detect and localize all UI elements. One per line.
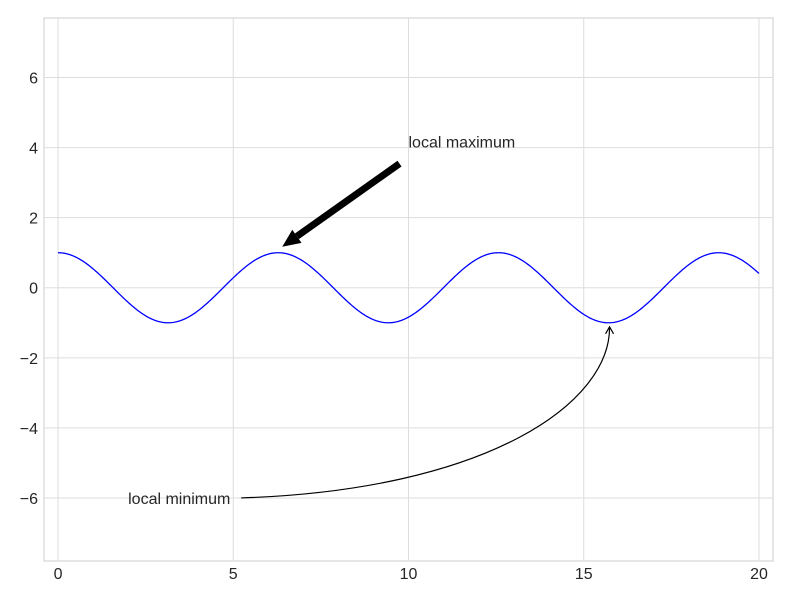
y-tick-label: 2 <box>29 211 38 228</box>
y-tick-label: −4 <box>20 421 38 438</box>
series-line-cos <box>58 252 760 324</box>
y-tick-label: 4 <box>29 141 38 158</box>
annotation-curved-arrow <box>241 326 611 499</box>
annotation-local-minimum: local minimum <box>128 491 230 508</box>
tick-labels: 0 5 10 15 20 −6 −4 −2 0 2 4 6 <box>20 71 768 583</box>
annotation-arrow-head <box>282 229 302 247</box>
y-tick-label: 0 <box>29 281 38 298</box>
x-tick-label: 0 <box>54 566 63 583</box>
annotations-layer: local maximum local minimum <box>128 135 615 508</box>
grid <box>44 18 773 561</box>
annotation-curved-arrow-head <box>605 325 615 335</box>
annotation-arrow-shaft <box>294 160 402 240</box>
x-tick-label: 15 <box>575 566 593 583</box>
series-layer <box>58 252 760 324</box>
y-tick-label: 6 <box>29 71 38 88</box>
y-tick-label: −6 <box>20 491 38 508</box>
x-tick-label: 10 <box>400 566 418 583</box>
x-tick-label: 5 <box>229 566 238 583</box>
x-tick-label: 20 <box>750 566 768 583</box>
annotation-local-maximum: local maximum <box>409 135 516 152</box>
y-tick-label: −2 <box>20 351 38 368</box>
